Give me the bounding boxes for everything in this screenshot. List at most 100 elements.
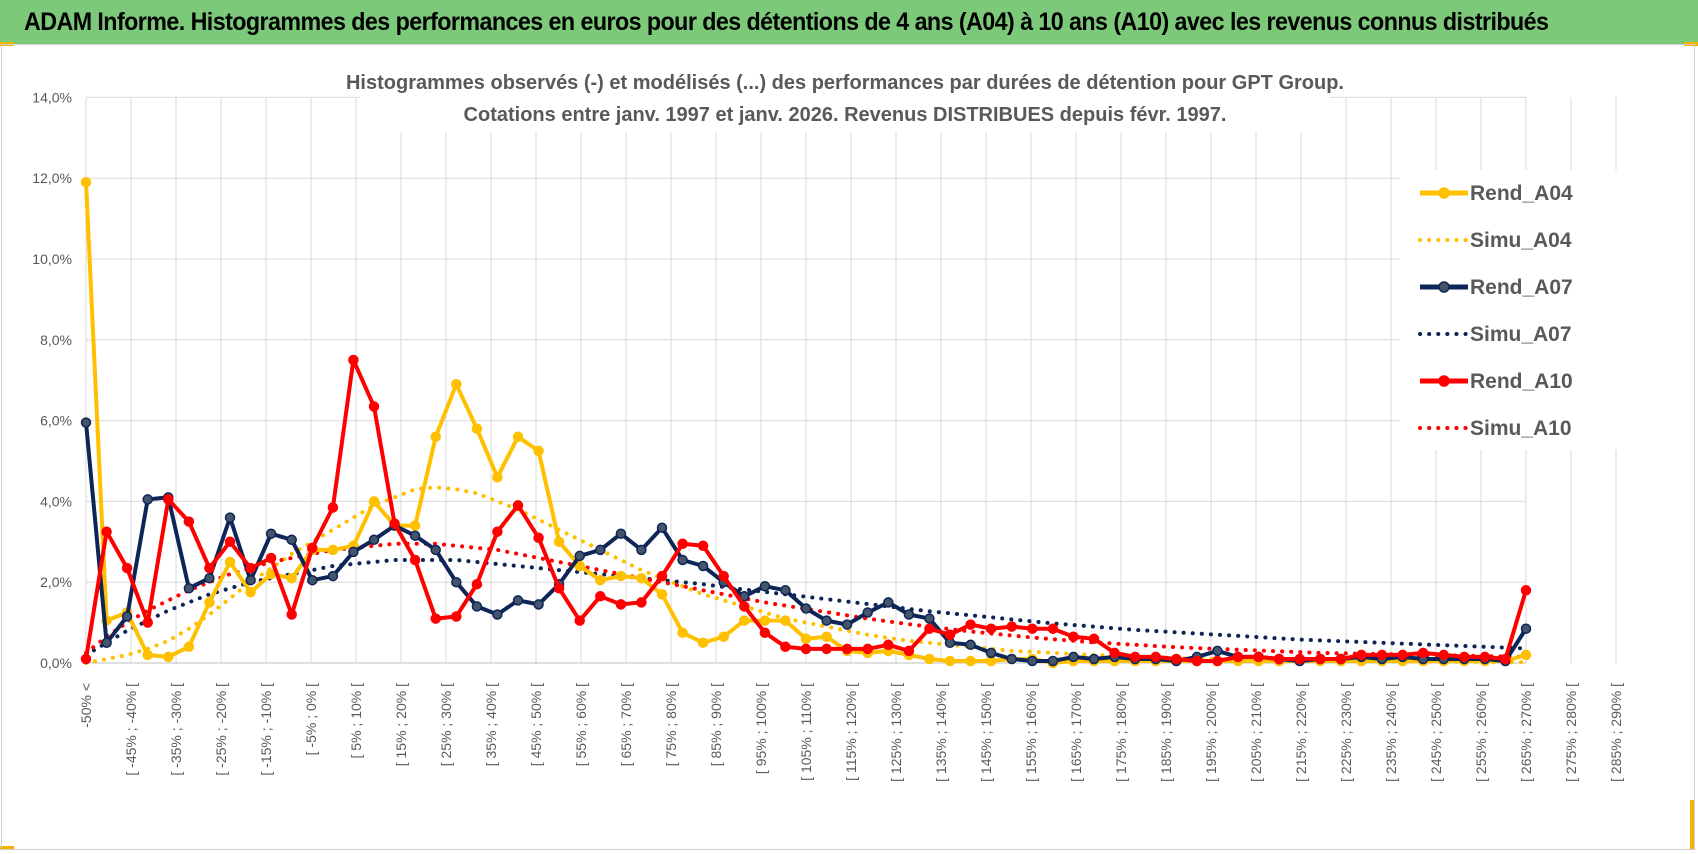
data-point — [1417, 647, 1429, 659]
x-tick-label: -50% < — [78, 683, 94, 728]
data-point — [389, 518, 400, 529]
data-point — [759, 627, 771, 638]
data-point — [1253, 651, 1264, 663]
data-point — [759, 615, 771, 626]
data-point — [492, 526, 503, 537]
y-tick-label: 4,0% — [40, 493, 72, 509]
legend-label: Simu_A10 — [1470, 417, 1572, 440]
data-point — [471, 578, 483, 590]
x-tick-label: [ 135% ; 140% [ — [933, 683, 949, 782]
data-point — [595, 574, 606, 586]
data-point — [80, 176, 92, 188]
x-tick-label: [ 265% ; 270% [ — [1518, 683, 1534, 782]
x-tick-label: [ 105% ; 110% [ — [798, 683, 814, 781]
data-point — [924, 623, 935, 634]
data-point — [327, 502, 339, 513]
data-point — [615, 599, 627, 610]
data-point — [286, 609, 297, 620]
x-tick-label: [ -5% ; 0% [ — [303, 683, 319, 755]
legend-label: Rend_A10 — [1470, 370, 1573, 393]
data-point — [327, 544, 339, 556]
data-point — [636, 572, 647, 584]
legend-label: Rend_A04 — [1470, 182, 1573, 205]
x-tick-label: [ 175% ; 180% [ — [1113, 683, 1129, 782]
data-point — [163, 651, 174, 663]
data-point — [265, 528, 277, 539]
data-point — [718, 570, 729, 582]
x-tick-label: [ 125% ; 130% [ — [888, 683, 904, 782]
data-point — [1047, 655, 1059, 667]
data-point — [1027, 623, 1038, 634]
data-point — [451, 378, 462, 390]
chart-title-line-2: Cotations entre janv. 1997 et janv. 2026… — [464, 104, 1227, 126]
data-point — [636, 544, 647, 556]
chart-title-background — [360, 64, 1330, 132]
data-point — [512, 431, 524, 443]
y-axis-ticks: 0,0% 2,0% 4,0% 6,0% 8,0% 10,0% 12,0% 14,0% — [32, 89, 72, 671]
data-point — [780, 585, 791, 596]
data-point — [409, 520, 421, 531]
data-point — [533, 532, 544, 544]
data-point — [780, 615, 791, 626]
x-tick-label: [ 5% ; 10% [ — [348, 683, 364, 759]
legend-item-Simu_A10: Simu_A10 — [1418, 417, 1572, 440]
data-point — [368, 401, 380, 412]
data-point — [430, 613, 441, 624]
data-point — [430, 431, 441, 443]
x-tick-label: [ 35% ; 40% [ — [483, 683, 499, 766]
data-point — [615, 528, 627, 539]
data-point — [1479, 651, 1491, 663]
data-point — [677, 554, 688, 566]
data-point — [286, 534, 297, 546]
x-axis-ticks: -50% < [ -45% ; -40% [[ -35% ; -30% [[ -2… — [78, 683, 1624, 782]
data-point — [183, 516, 195, 527]
legend-item-Simu_A04: Simu_A04 — [1418, 229, 1572, 252]
legend-label: Simu_A07 — [1470, 323, 1572, 346]
data-point — [739, 601, 750, 612]
legend-item-Rend_A04: Rend_A04 — [1420, 182, 1573, 205]
data-point — [492, 471, 503, 483]
data-point — [142, 649, 153, 661]
data-point — [1088, 653, 1100, 665]
data-point — [1006, 621, 1017, 632]
data-point — [1273, 653, 1285, 665]
legend: Rend_A04 Simu_A04 Rend_A07 Simu_A07 Rend_A10… — [1400, 170, 1630, 450]
data-point — [512, 500, 524, 511]
data-point — [636, 597, 647, 608]
data-point — [965, 655, 976, 667]
data-point — [1520, 623, 1532, 634]
data-point — [1150, 651, 1161, 663]
corner-mark-bottom-left — [0, 846, 14, 850]
data-point — [677, 627, 688, 638]
data-point — [101, 526, 112, 537]
data-point — [1212, 655, 1223, 667]
x-tick-label: [ 275% ; 280% [ — [1563, 683, 1579, 782]
data-point — [718, 631, 729, 642]
data-point — [451, 576, 462, 588]
data-point — [204, 597, 215, 608]
data-point — [862, 643, 873, 655]
data-point — [677, 538, 688, 550]
chart-frame — [1, 44, 1695, 850]
y-tick-label: 10,0% — [32, 251, 72, 267]
x-tick-label: [ 45% ; 50% [ — [528, 683, 544, 766]
legend-marker — [1438, 375, 1450, 387]
legend-marker — [1438, 281, 1450, 293]
data-point — [1191, 655, 1203, 667]
data-point — [1027, 655, 1038, 667]
data-point — [1356, 649, 1367, 661]
data-point — [595, 591, 606, 602]
data-point — [101, 637, 112, 649]
data-point — [224, 536, 236, 548]
x-tick-label: [ -25% ; -20% [ — [213, 683, 229, 776]
data-point — [1438, 649, 1449, 661]
data-point — [862, 607, 873, 618]
data-point — [1315, 653, 1326, 665]
y-tick-label: 14,0% — [32, 89, 72, 105]
data-point — [656, 522, 668, 533]
data-point — [1088, 633, 1100, 645]
x-tick-label: [ 85% ; 90% [ — [708, 683, 724, 766]
legend-item-Rend_A10: Rend_A10 — [1420, 370, 1573, 393]
data-point — [368, 496, 380, 507]
